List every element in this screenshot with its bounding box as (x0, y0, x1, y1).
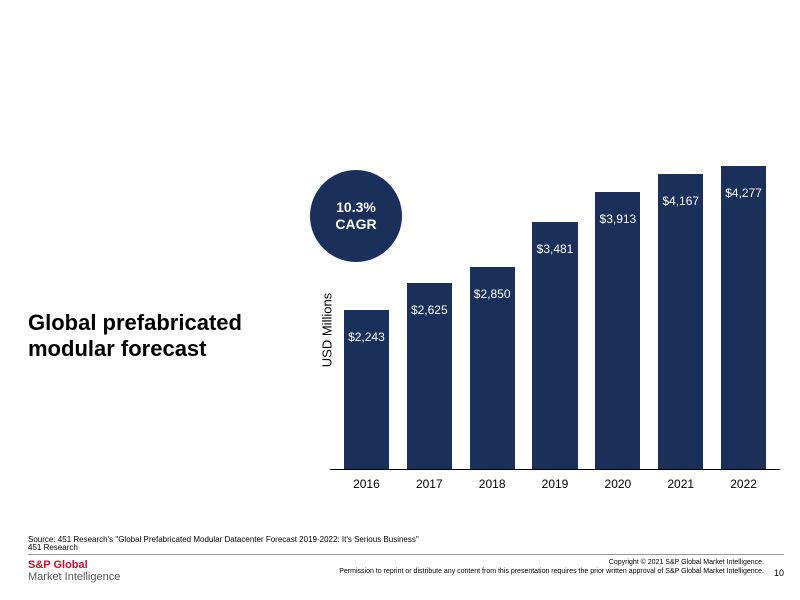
bar-slot: $4,167 (649, 150, 712, 469)
x-tick-label: 2018 (461, 477, 524, 491)
footer: 451 Research S&P Global Market Intellige… (28, 554, 784, 588)
slide: Global prefabricated modular forecast 10… (0, 0, 800, 600)
copyright-line2: Permission to reprint or distribute any … (339, 568, 764, 577)
bar-slot: $2,850 (461, 150, 524, 469)
bar-slot: $2,625 (398, 150, 461, 469)
cagr-badge: 10.3% CAGR (310, 170, 402, 262)
slide-title: Global prefabricated modular forecast (28, 310, 278, 363)
logo-bottom: Market Intelligence (28, 571, 120, 583)
copyright-line1: Copyright © 2021 S&P Global Market Intel… (339, 559, 764, 568)
x-tick-label: 2020 (586, 477, 649, 491)
bar-value-label: $4,277 (725, 186, 762, 200)
title-block: Global prefabricated modular forecast (28, 310, 278, 363)
x-tick-label: 2017 (398, 477, 461, 491)
logo-top: S&P Global (28, 559, 120, 571)
bar-rect (658, 174, 703, 469)
research-451-label: 451 Research (28, 543, 78, 552)
bar-slot: $3,481 (524, 150, 587, 469)
x-tick-label: 2019 (524, 477, 587, 491)
source-text: Source: 451 Research's "Global Prefabric… (28, 535, 419, 544)
bar-value-label: $4,167 (662, 194, 699, 208)
page-number: 10 (774, 568, 784, 578)
bar-value-label: $2,243 (348, 330, 385, 344)
cagr-label: CAGR (335, 216, 376, 233)
bar-value-label: $2,625 (411, 303, 448, 317)
bar-slot: $4,277 (712, 150, 775, 469)
cagr-value: 10.3% (336, 199, 376, 216)
bar-value-label: $3,481 (537, 242, 574, 256)
bar-rect (721, 166, 766, 469)
sp-global-logo: S&P Global Market Intelligence (28, 559, 120, 583)
x-tick-label: 2016 (335, 477, 398, 491)
bar-rect (595, 192, 640, 469)
bar-slot: $3,913 (586, 150, 649, 469)
bar-rect (532, 222, 577, 469)
bar-value-label: $3,913 (600, 212, 637, 226)
x-tick-label: 2022 (712, 477, 775, 491)
bar-value-label: $2,850 (474, 287, 511, 301)
copyright-block: Copyright © 2021 S&P Global Market Intel… (339, 559, 764, 577)
x-tick-label: 2021 (649, 477, 712, 491)
x-axis: 2016201720182019202020212022 (330, 477, 780, 491)
